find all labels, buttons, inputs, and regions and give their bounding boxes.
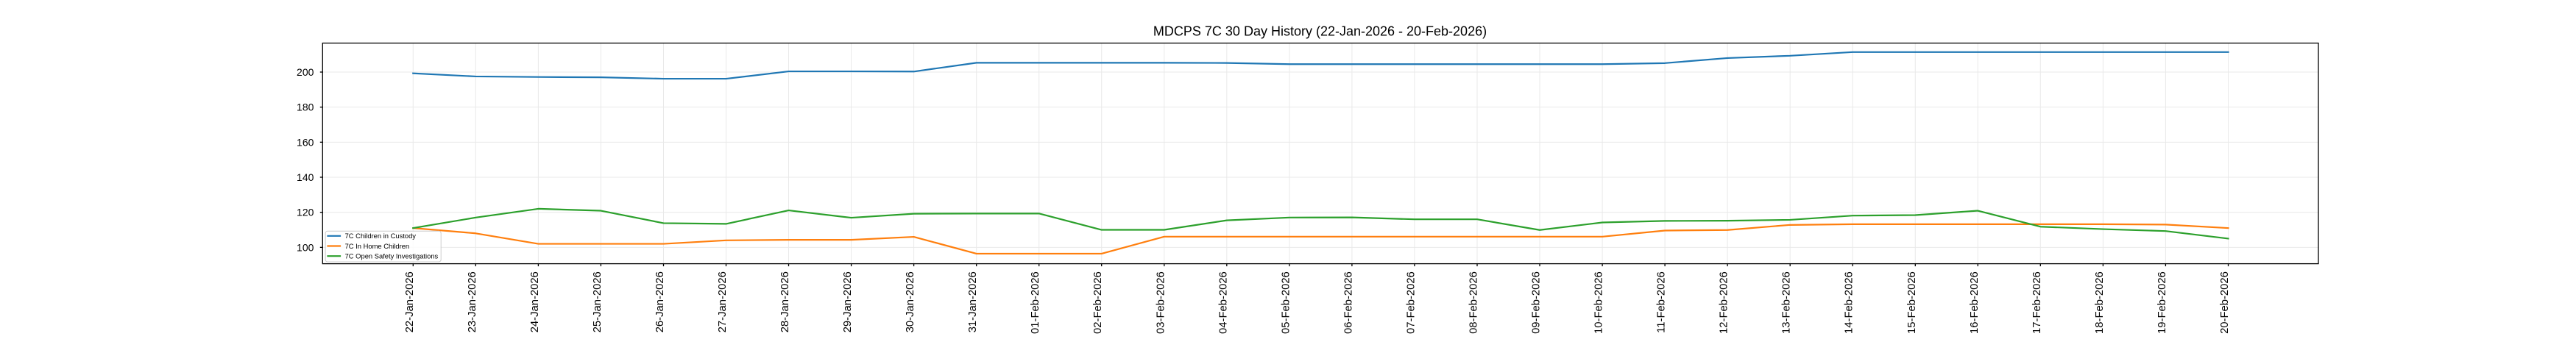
- svg-text:15-Feb-2026: 15-Feb-2026: [1906, 271, 1918, 334]
- svg-text:30-Jan-2026: 30-Jan-2026: [905, 271, 916, 332]
- svg-text:160: 160: [297, 136, 314, 148]
- svg-text:27-Jan-2026: 27-Jan-2026: [717, 271, 729, 332]
- svg-text:25-Jan-2026: 25-Jan-2026: [592, 271, 604, 332]
- svg-text:29-Jan-2026: 29-Jan-2026: [842, 271, 854, 332]
- svg-text:140: 140: [297, 171, 314, 183]
- svg-text:22-Jan-2026: 22-Jan-2026: [404, 271, 416, 332]
- svg-text:17-Feb-2026: 17-Feb-2026: [2031, 271, 2043, 334]
- svg-text:07-Feb-2026: 07-Feb-2026: [1405, 271, 1417, 334]
- svg-text:7C In Home Children: 7C In Home Children: [345, 242, 410, 250]
- svg-text:100: 100: [297, 241, 314, 253]
- svg-text:31-Jan-2026: 31-Jan-2026: [967, 271, 979, 332]
- svg-text:03-Feb-2026: 03-Feb-2026: [1155, 271, 1167, 334]
- svg-text:16-Feb-2026: 16-Feb-2026: [1969, 271, 1981, 334]
- svg-text:18-Feb-2026: 18-Feb-2026: [2094, 271, 2106, 334]
- svg-text:04-Feb-2026: 04-Feb-2026: [1217, 271, 1229, 334]
- svg-text:23-Jan-2026: 23-Jan-2026: [467, 271, 478, 332]
- svg-text:02-Feb-2026: 02-Feb-2026: [1092, 271, 1104, 334]
- svg-text:09-Feb-2026: 09-Feb-2026: [1531, 271, 1543, 334]
- svg-text:14-Feb-2026: 14-Feb-2026: [1844, 271, 1855, 334]
- svg-text:24-Jan-2026: 24-Jan-2026: [529, 271, 541, 332]
- svg-text:7C Open Safety Investigations: 7C Open Safety Investigations: [345, 252, 439, 260]
- svg-text:120: 120: [297, 207, 314, 218]
- svg-text:180: 180: [297, 101, 314, 113]
- svg-text:06-Feb-2026: 06-Feb-2026: [1342, 271, 1354, 334]
- svg-text:26-Jan-2026: 26-Jan-2026: [654, 271, 666, 332]
- svg-text:13-Feb-2026: 13-Feb-2026: [1781, 271, 1793, 334]
- svg-text:11-Feb-2026: 11-Feb-2026: [1656, 271, 1668, 333]
- svg-text:20-Feb-2026: 20-Feb-2026: [2219, 271, 2231, 334]
- svg-text:10-Feb-2026: 10-Feb-2026: [1593, 271, 1605, 334]
- svg-text:12-Feb-2026: 12-Feb-2026: [1719, 271, 1730, 334]
- svg-text:28-Jan-2026: 28-Jan-2026: [779, 271, 791, 332]
- svg-text:MDCPS 7C 30 Day History (22-Ja: MDCPS 7C 30 Day History (22-Jan-2026 - 2…: [1153, 24, 1487, 38]
- svg-text:01-Feb-2026: 01-Feb-2026: [1030, 271, 1041, 334]
- svg-text:08-Feb-2026: 08-Feb-2026: [1468, 271, 1480, 334]
- svg-text:7C Children in Custody: 7C Children in Custody: [345, 232, 417, 240]
- svg-text:19-Feb-2026: 19-Feb-2026: [2156, 271, 2168, 334]
- svg-text:05-Feb-2026: 05-Feb-2026: [1280, 271, 1292, 334]
- svg-text:200: 200: [297, 66, 314, 78]
